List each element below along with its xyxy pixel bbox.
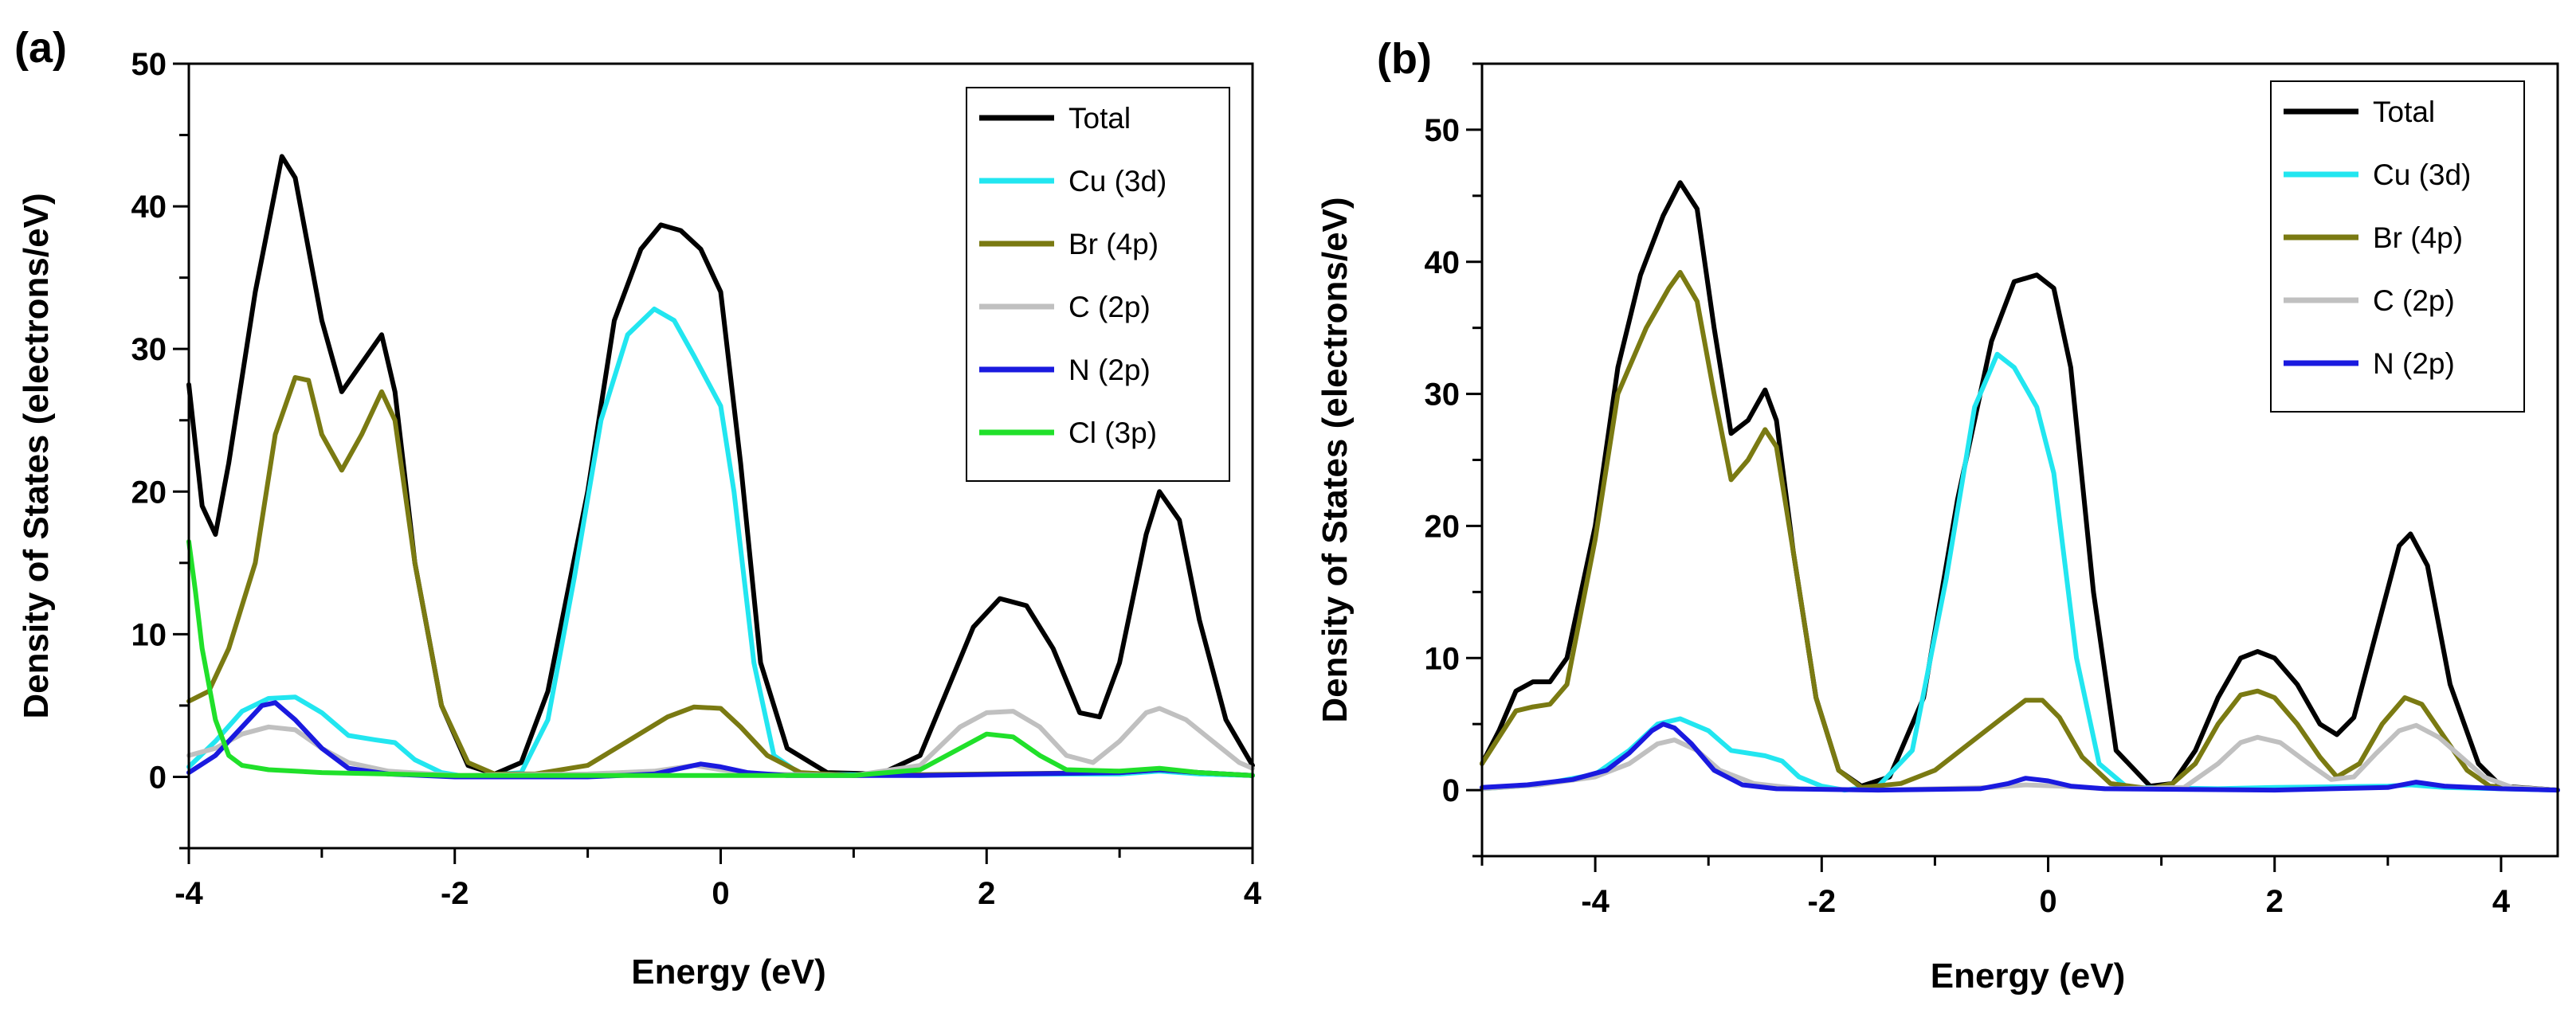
x-tick-label-a: 4	[1244, 876, 1262, 911]
x-axis-label-a: Energy (eV)	[631, 952, 826, 992]
y-tick-label-a: 30	[131, 332, 167, 367]
legend-a: Total Cu (3d) Br (4p) C (2p) N (2p) Cl (3p)	[966, 87, 1230, 482]
x-tick-label-a: 2	[978, 876, 995, 911]
legend-label-total-a: Total	[1068, 102, 1131, 135]
legend-label-cl-3p-a: Cl (3p)	[1068, 417, 1157, 449]
legend-label-cu-3d-a: Cu (3d)	[1068, 165, 1166, 198]
series-line-cu-3d-b	[1480, 351, 2560, 793]
series-line-cl-3p-a	[186, 539, 1255, 778]
y-tick-label-b: 40	[1425, 245, 1461, 280]
legend-box-a	[966, 87, 1230, 482]
y-axis-label-b: Density of States (electrons/eV)	[1315, 197, 1355, 722]
series-line-n-2p-b	[1480, 722, 2560, 793]
x-tick-label-a: 0	[712, 876, 729, 911]
y-tick-label-a: 50	[131, 47, 167, 82]
y-tick-label-a: 20	[131, 475, 167, 510]
x-tick-label-b: 2	[2266, 884, 2284, 919]
x-tick-label-b: -2	[1808, 884, 1837, 919]
series-line-br-4p-b	[1480, 270, 2560, 793]
legend-label-c-2p-a: C (2p)	[1068, 291, 1151, 323]
x-tick-label-b: 0	[2039, 884, 2056, 919]
legend-label-br-4p-a: Br (4p)	[1068, 228, 1159, 260]
y-tick-label-b: 30	[1425, 377, 1461, 413]
y-axis-label-a: Density of States (electrons/eV)	[17, 193, 56, 718]
legend-b: Total Cu (3d) Br (4p) C (2p) N (2p)	[2270, 80, 2525, 413]
x-axis-label-b: Energy (eV)	[1931, 956, 2126, 995]
x-tick-label-b: 4	[2492, 884, 2511, 919]
x-tick-label-a: -2	[441, 876, 469, 911]
x-tick-label-b: -4	[1581, 884, 1610, 919]
legend-label-total-b: Total	[2373, 96, 2435, 128]
series-line-total-a	[186, 154, 1255, 776]
y-tick-label-a: 10	[131, 617, 167, 652]
series-line-total-b	[1480, 180, 2560, 793]
panel-label-b: (b)	[1377, 35, 1432, 83]
y-tick-label-b: 50	[1425, 113, 1461, 148]
y-tick-label-a: 0	[149, 760, 167, 795]
legend-label-br-4p-b: Br (4p)	[2373, 221, 2463, 254]
legend-label-cu-3d-b: Cu (3d)	[2373, 158, 2471, 191]
legend-label-n-2p-a: N (2p)	[1068, 354, 1151, 386]
legend-label-c-2p-b: C (2p)	[2373, 284, 2455, 317]
y-tick-label-a: 40	[131, 190, 167, 225]
x-tick-label-a: -4	[174, 876, 203, 911]
legend-box-b	[2270, 80, 2525, 413]
y-tick-label-b: 0	[1442, 773, 1460, 808]
y-tick-label-b: 20	[1425, 509, 1461, 544]
panel-label-a: (a)	[14, 24, 67, 72]
legend-label-n-2p-b: N (2p)	[2373, 347, 2455, 380]
y-tick-label-b: 10	[1425, 641, 1461, 676]
